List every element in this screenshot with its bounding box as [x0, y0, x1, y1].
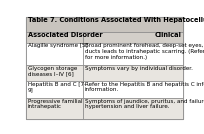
Text: Symptoms vary by individual disorder.: Symptoms vary by individual disorder. — [85, 66, 193, 71]
Text: Progressive familial
intrahepatic: Progressive familial intrahepatic — [28, 99, 82, 109]
Bar — [83, 32, 183, 43]
Bar — [26, 81, 83, 98]
Bar — [26, 32, 83, 43]
Bar — [83, 81, 183, 98]
Text: Alagille syndrome [5]: Alagille syndrome [5] — [28, 43, 87, 48]
Bar — [26, 65, 83, 81]
Bar — [83, 65, 183, 81]
Text: Broad prominent forehead, deep-set eyes, and
ducts leads to intrahepatic scarrin: Broad prominent forehead, deep-set eyes,… — [85, 43, 204, 59]
Bar — [26, 43, 83, 65]
Text: Table 7. Conditions Associated With Hepatocellular Carcinoma: Table 7. Conditions Associated With Hepa… — [28, 17, 204, 23]
Bar — [83, 98, 183, 119]
Text: Refer to the Hepatitis B and hepatitis C infecti
information.: Refer to the Hepatitis B and hepatitis C… — [85, 82, 204, 92]
Bar — [26, 98, 83, 119]
Text: Associated Disorder: Associated Disorder — [28, 32, 102, 38]
Bar — [26, 17, 183, 32]
Text: Clinical: Clinical — [154, 32, 181, 38]
Bar — [83, 43, 183, 65]
Text: Glycogen storage
diseases I–IV [6]: Glycogen storage diseases I–IV [6] — [28, 66, 77, 77]
Text: Symptoms of jaundice, pruritus, and failure to
hypertension and liver failure.: Symptoms of jaundice, pruritus, and fail… — [85, 99, 204, 109]
Text: Hepatitis B and C [7-
9]: Hepatitis B and C [7- 9] — [28, 82, 86, 92]
